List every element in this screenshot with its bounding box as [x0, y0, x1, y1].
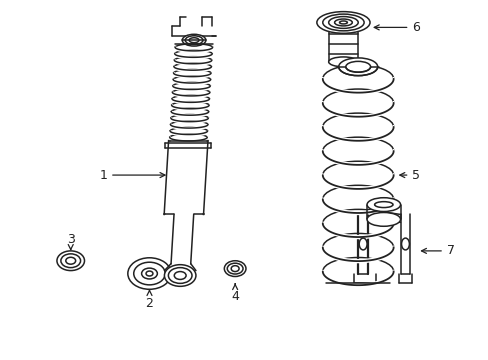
- Ellipse shape: [182, 34, 205, 46]
- Ellipse shape: [142, 268, 157, 279]
- Ellipse shape: [359, 238, 366, 250]
- Ellipse shape: [127, 258, 171, 289]
- Text: 4: 4: [231, 284, 239, 303]
- Ellipse shape: [174, 271, 186, 279]
- Ellipse shape: [66, 257, 76, 264]
- Ellipse shape: [401, 238, 408, 250]
- Ellipse shape: [185, 36, 203, 45]
- Ellipse shape: [345, 61, 370, 72]
- Text: 6: 6: [373, 21, 419, 34]
- Polygon shape: [322, 126, 393, 142]
- Ellipse shape: [57, 251, 84, 271]
- Polygon shape: [322, 198, 393, 215]
- Ellipse shape: [328, 57, 358, 67]
- Ellipse shape: [227, 263, 243, 274]
- Ellipse shape: [231, 266, 239, 271]
- Text: 7: 7: [421, 244, 454, 257]
- Ellipse shape: [146, 271, 153, 276]
- Polygon shape: [322, 102, 393, 118]
- Ellipse shape: [168, 267, 192, 283]
- Polygon shape: [322, 149, 393, 166]
- Text: 3: 3: [67, 233, 75, 249]
- Ellipse shape: [316, 12, 369, 33]
- Ellipse shape: [224, 261, 245, 276]
- Ellipse shape: [133, 262, 165, 285]
- Polygon shape: [322, 174, 393, 190]
- Ellipse shape: [338, 58, 377, 76]
- Ellipse shape: [322, 14, 364, 31]
- Polygon shape: [322, 270, 393, 287]
- Ellipse shape: [374, 202, 392, 208]
- Ellipse shape: [189, 38, 199, 42]
- Ellipse shape: [334, 19, 351, 26]
- Ellipse shape: [164, 265, 196, 286]
- Polygon shape: [322, 77, 393, 94]
- Ellipse shape: [61, 254, 81, 267]
- Ellipse shape: [328, 17, 358, 28]
- Polygon shape: [322, 222, 393, 239]
- Ellipse shape: [339, 21, 346, 24]
- Text: 2: 2: [145, 291, 153, 310]
- Polygon shape: [322, 246, 393, 262]
- Ellipse shape: [366, 198, 400, 212]
- Text: 5: 5: [399, 168, 420, 181]
- Ellipse shape: [366, 212, 400, 226]
- Text: 1: 1: [99, 168, 164, 181]
